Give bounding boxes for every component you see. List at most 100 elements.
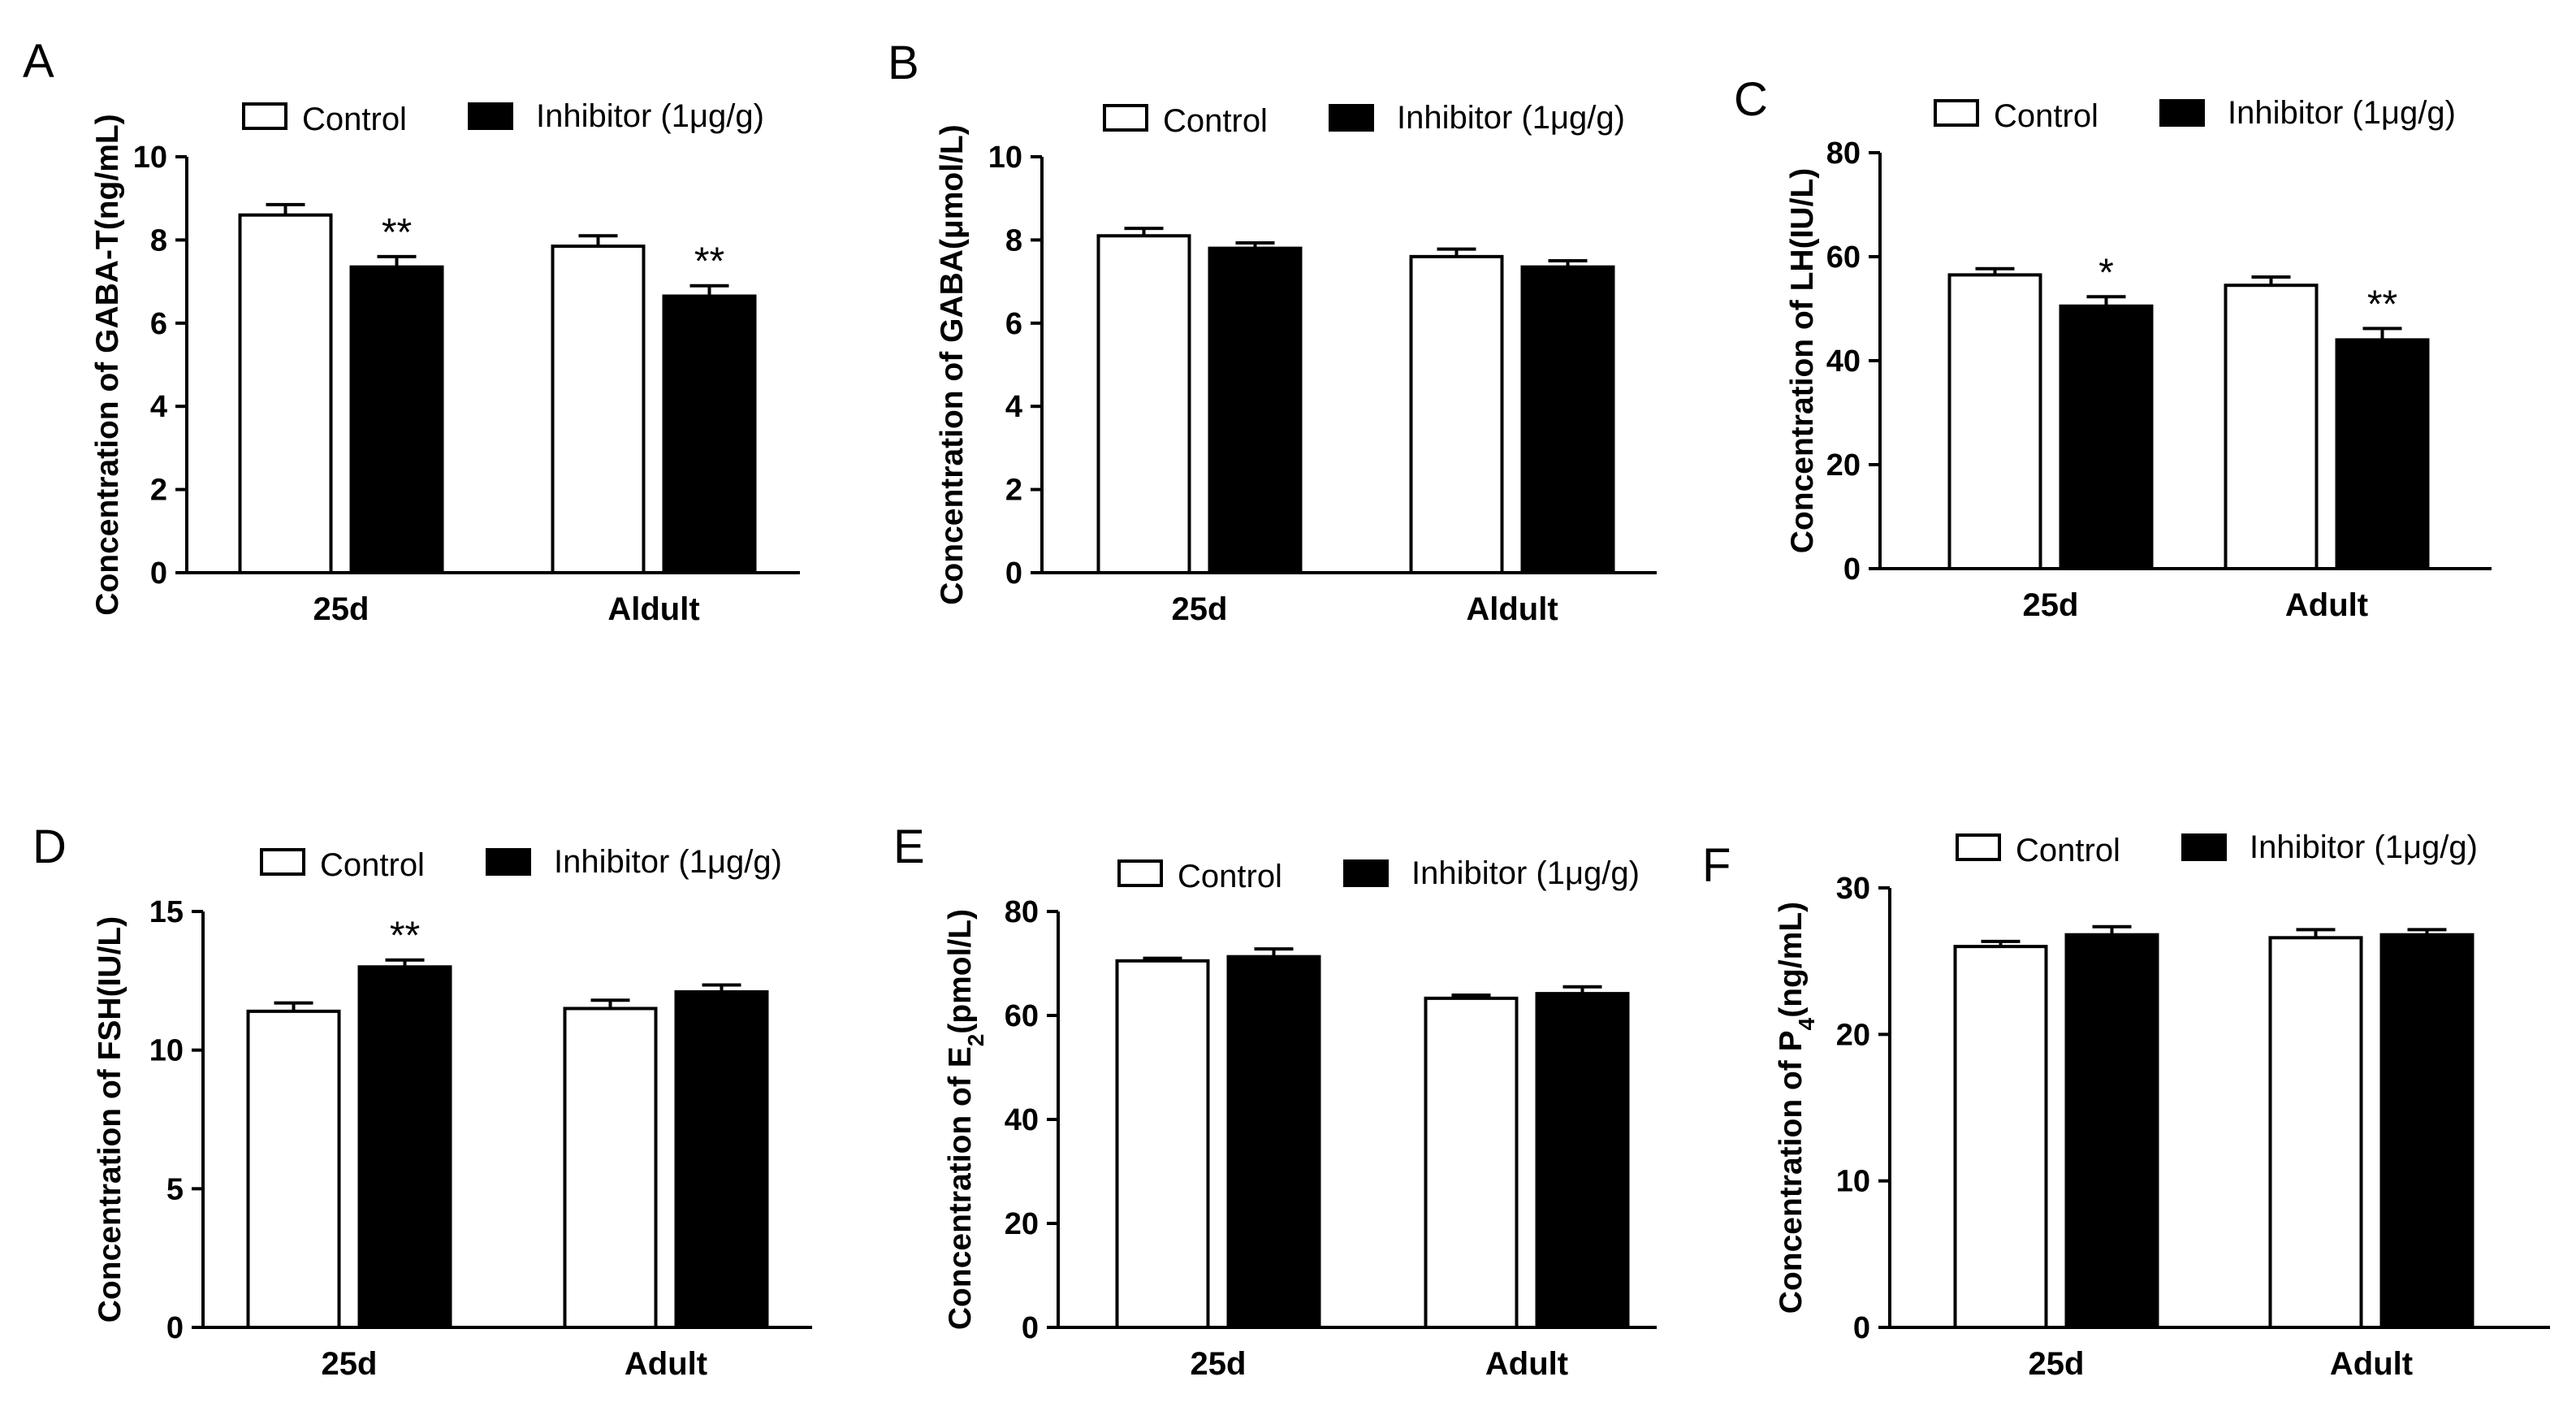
y-tick-label: 60 [1826, 240, 1861, 275]
significance-mark: * [2098, 251, 2114, 294]
y-tick-label: 6 [1005, 307, 1022, 341]
bar-control-25d [1953, 945, 2048, 1329]
x-tick-label: 25d [2029, 1346, 2085, 1382]
y-tick-label: 80 [1005, 895, 1039, 929]
y-tick-label: 4 [1005, 390, 1022, 424]
panel-d: D 0 5 10 15 Concentration of FSH(IU/L) ** 25d Ad… [32, 820, 812, 1382]
y-tick-label: 0 [1022, 1311, 1039, 1345]
x-tick-label: 25d [1191, 1346, 1247, 1382]
y-axis-label: Concentration of GABA(μmol/L) [935, 124, 970, 604]
bar-inhibitor-25d [349, 265, 444, 574]
significance-mark: ** [2367, 283, 2397, 326]
bar-control-adult [2268, 936, 2363, 1330]
bar-control-adult [2224, 284, 2319, 570]
x-tick-label: Adult [2285, 587, 2368, 623]
bar-control-aldult [1409, 254, 1504, 574]
legend-label-inhibitor: Inhibitor (1μg/g) [554, 844, 782, 880]
significance-mark: ** [390, 915, 420, 958]
bar-inhibitor-adult [1535, 992, 1630, 1329]
bar-control-25d [246, 1009, 341, 1329]
y-tick-label: 40 [1826, 344, 1861, 379]
bar-inhibitor-25d [357, 965, 452, 1330]
y-axis-label: Concentration of LH(IU/L) [1785, 168, 1820, 553]
significance-mark: ** [694, 240, 724, 284]
bar-inhibitor-25d [1226, 955, 1321, 1330]
x-tick-label: Adult [625, 1346, 707, 1382]
legend-swatch-control [1956, 833, 2001, 861]
y-tick-label: 0 [1005, 556, 1022, 591]
y-tick-label: 2 [1005, 474, 1022, 508]
y-tick-label: 8 [150, 223, 167, 258]
y-tick-label: 4 [150, 390, 167, 424]
panel-label: F [1702, 839, 1731, 892]
x-tick-label: Adult [1485, 1346, 1568, 1382]
bar-control-25d [238, 213, 333, 574]
y-tick-label: 8 [1005, 223, 1022, 258]
bar-control-25d [1947, 273, 2042, 570]
bar-inhibitor-aldult [1520, 265, 1615, 574]
y-tick-label: 20 [1836, 1018, 1870, 1052]
legend-swatch-inhibitor [2159, 99, 2205, 127]
panel-label: D [32, 820, 67, 873]
y-tick-label: 15 [149, 895, 184, 929]
bar-inhibitor-25d [1208, 246, 1303, 574]
x-tick-label: 25d [322, 1346, 378, 1382]
legend-label-inhibitor: Inhibitor (1μg/g) [1397, 100, 1625, 136]
legend-swatch-inhibitor [1343, 859, 1389, 887]
y-tick-label: 20 [1826, 448, 1861, 483]
bar-control-adult [563, 1007, 658, 1329]
x-tick-label: Aldult [607, 591, 699, 627]
y-tick-label: 0 [150, 556, 167, 591]
bar-inhibitor-aldult [662, 294, 757, 574]
legend-label-inhibitor: Inhibitor (1μg/g) [1411, 855, 1640, 891]
bar-inhibitor-adult [2335, 338, 2430, 570]
y-tick-label: 0 [1843, 552, 1861, 587]
legend-swatch-control [1117, 859, 1163, 887]
y-tick-label: 2 [150, 474, 167, 508]
significance-mark: ** [382, 211, 412, 254]
y-tick-label: 40 [1005, 1103, 1039, 1137]
legend-label-control: Control [1994, 98, 2098, 134]
legend-swatch-inhibitor [468, 102, 513, 130]
legend-swatch-inhibitor [2181, 833, 2227, 861]
y-axis-label: Concentration of E2(pmol/L) [943, 909, 988, 1330]
y-tick-label: 5 [166, 1172, 184, 1206]
y-tick-label: 10 [1836, 1165, 1870, 1199]
legend-label-control: Control [1163, 103, 1268, 139]
legend-label-inhibitor: Inhibitor (1μg/g) [536, 98, 764, 134]
bar-control-25d [1096, 234, 1191, 574]
legend-label-inhibitor: Inhibitor (1μg/g) [2250, 829, 2478, 865]
bar-inhibitor-25d [2064, 933, 2159, 1329]
y-tick-label: 6 [150, 307, 167, 341]
y-axis-label: Concentration of FSH(IU/L) [93, 916, 128, 1323]
x-tick-label: Aldult [1466, 591, 1558, 627]
y-tick-label: 80 [1826, 136, 1861, 171]
bar-control-aldult [551, 245, 646, 574]
legend-swatch-inhibitor [486, 848, 531, 876]
bar-inhibitor-adult [2379, 933, 2474, 1329]
panel-b: B 0 2 4 6 8 10 Concentration of GABA(μmol/L) 25d… [888, 37, 1657, 627]
legend-swatch-control [1103, 104, 1148, 132]
y-tick-label: 30 [1836, 872, 1870, 906]
y-tick-label: 20 [1005, 1207, 1039, 1241]
bar-control-adult [1424, 996, 1519, 1329]
y-axis-label: Concentration of P4(ng/mL) [1774, 902, 1819, 1314]
panel-label: A [23, 35, 54, 88]
bar-control-25d [1115, 959, 1210, 1330]
legend-swatch-control [1934, 99, 1979, 127]
legend-label-control: Control [2016, 833, 2120, 868]
x-tick-label: Adult [2330, 1346, 2413, 1382]
legend-swatch-control [260, 848, 305, 876]
y-tick-label: 10 [149, 1034, 184, 1068]
panel-label: E [893, 820, 925, 873]
y-tick-label: 0 [1853, 1311, 1870, 1345]
legend-label-inhibitor: Inhibitor (1μg/g) [2228, 95, 2456, 131]
legend-label-control: Control [302, 102, 407, 137]
bar-inhibitor-adult [674, 989, 769, 1330]
x-tick-label: 25d [313, 591, 370, 627]
y-tick-label: 10 [133, 141, 167, 175]
legend-swatch-control [242, 102, 287, 130]
